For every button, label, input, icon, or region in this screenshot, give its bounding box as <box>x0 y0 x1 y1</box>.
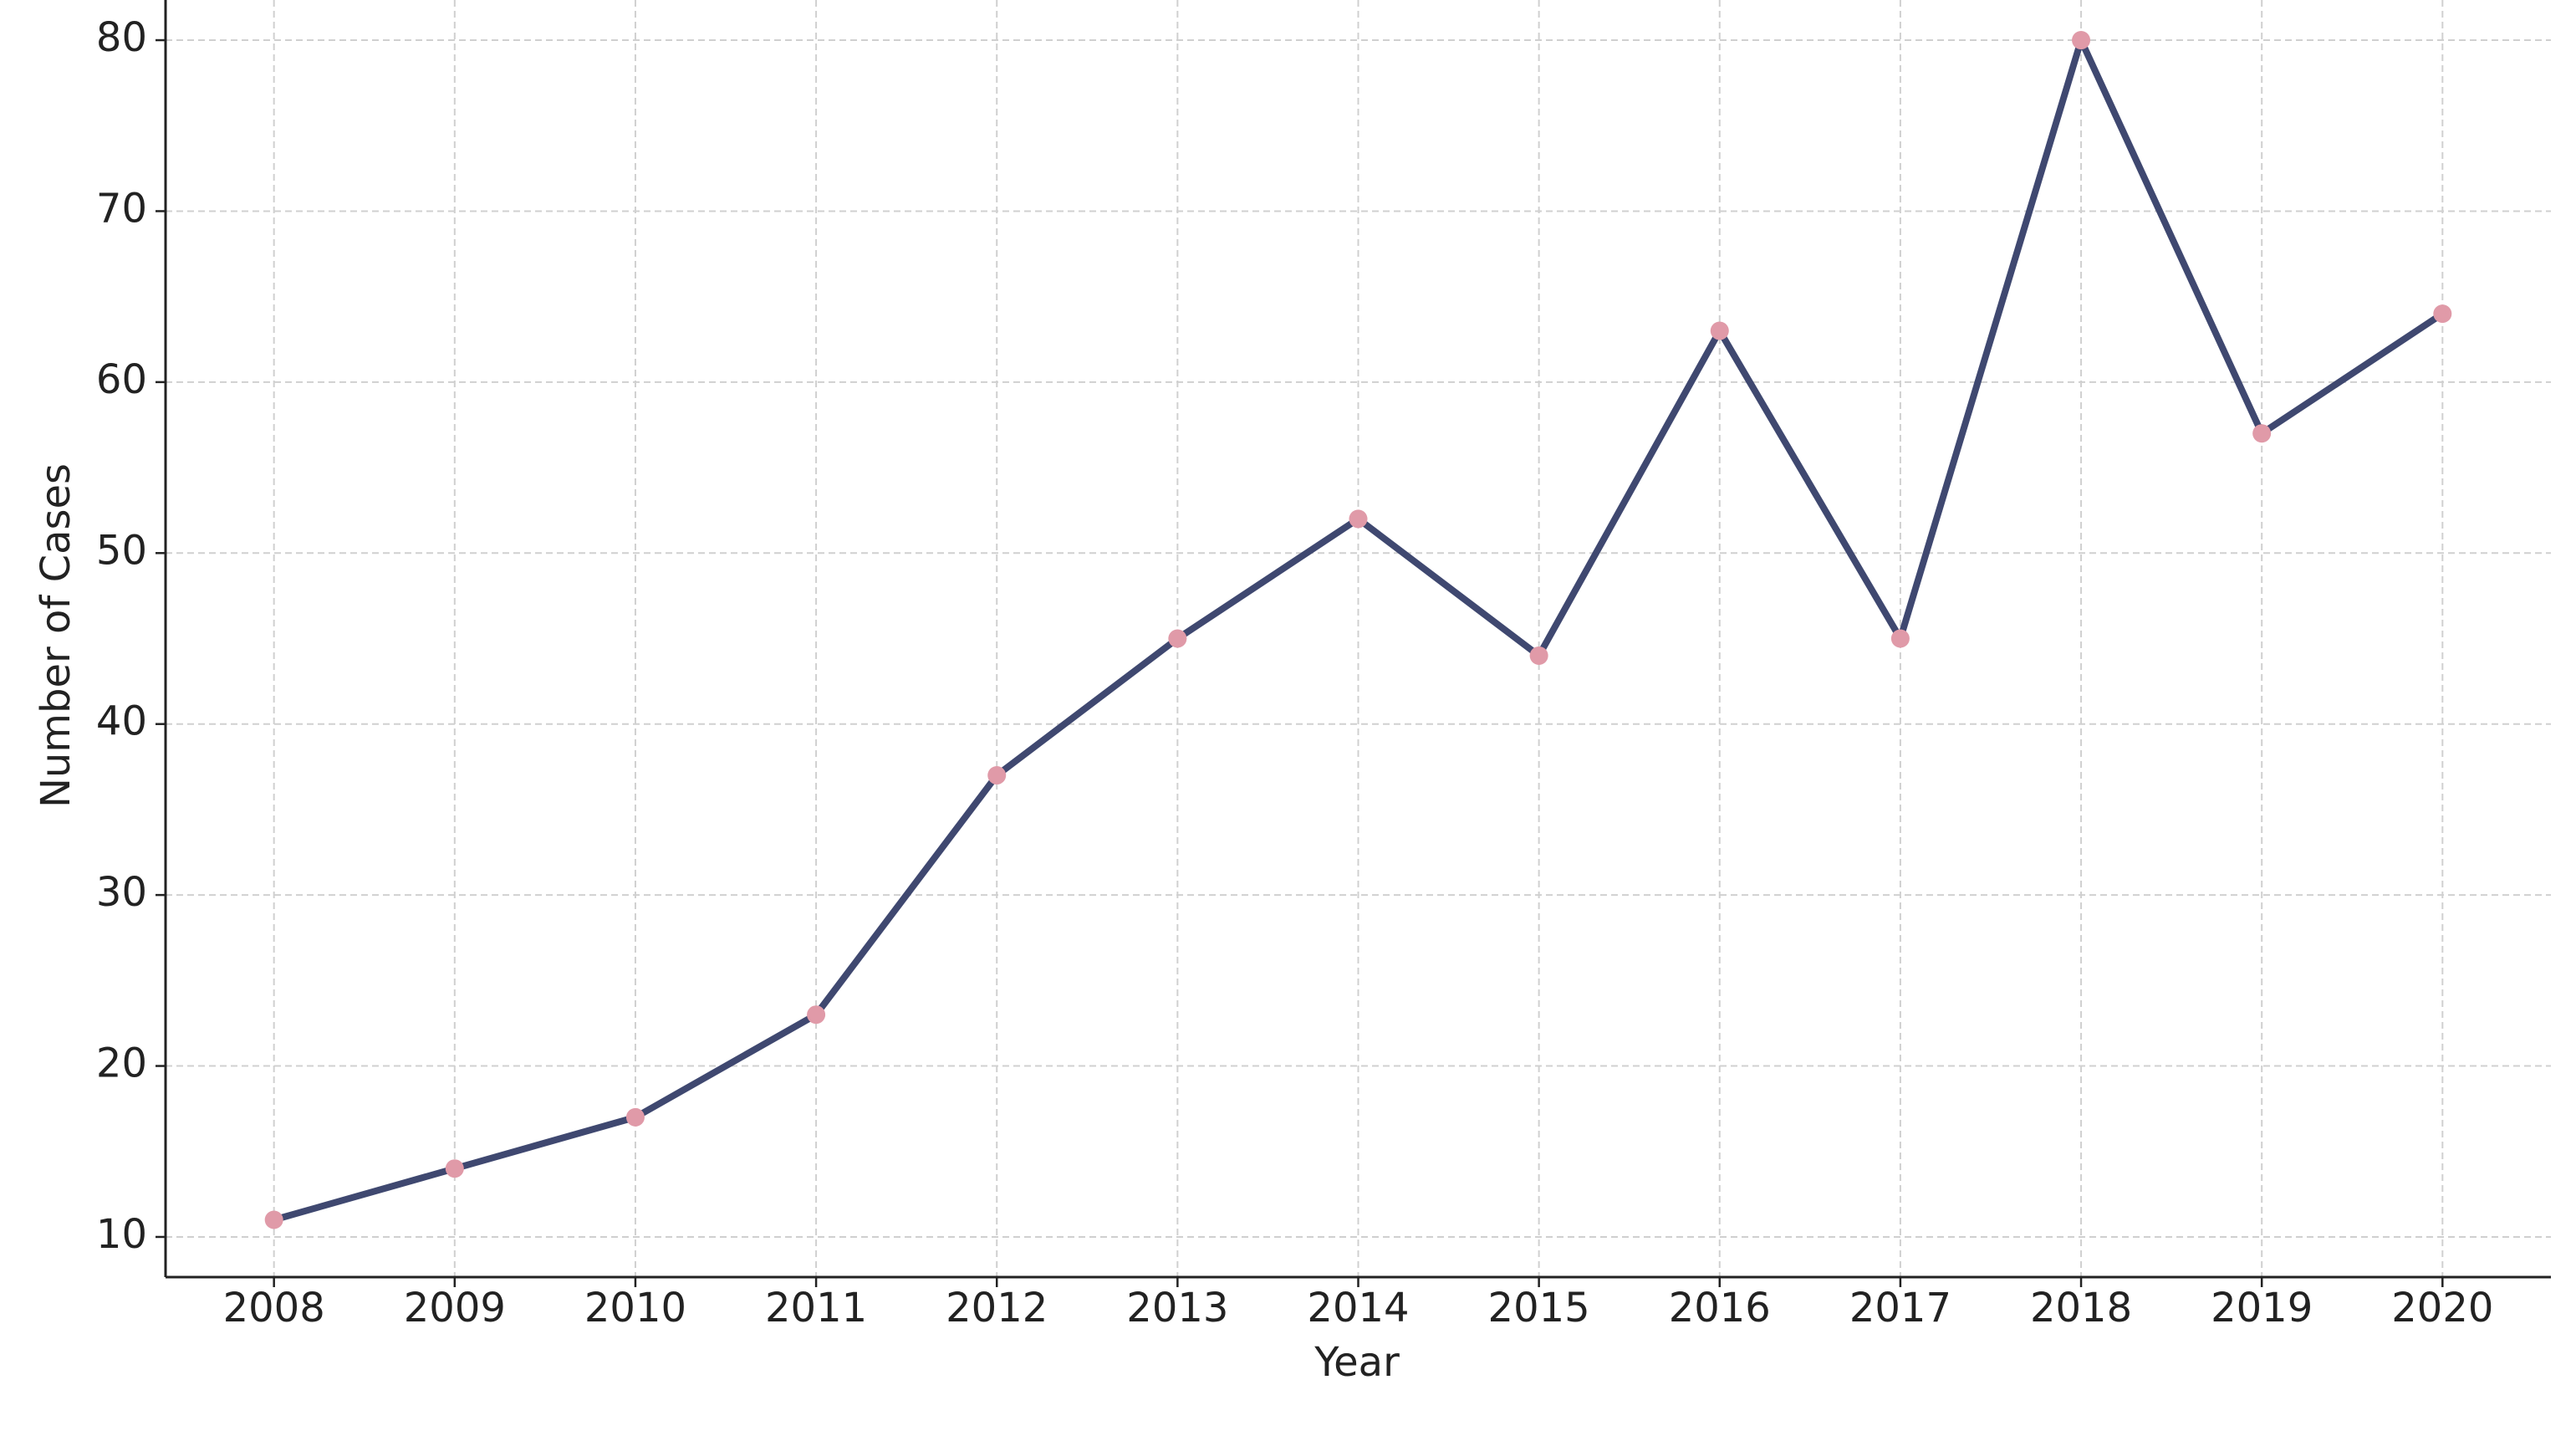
data-point <box>1349 509 1368 529</box>
x-tick-label: 2016 <box>1669 1285 1771 1331</box>
data-point <box>625 1107 645 1127</box>
data-point <box>2072 31 2091 50</box>
y-tick-label: 50 <box>96 527 147 574</box>
x-tick-label: 2018 <box>2030 1285 2132 1331</box>
y-tick-label: 40 <box>96 698 147 745</box>
data-point <box>264 1210 283 1229</box>
x-tick-label: 2014 <box>1307 1285 1409 1331</box>
y-tick-label: 20 <box>96 1040 147 1087</box>
series-line <box>273 37 2445 1224</box>
data-point <box>2433 304 2452 324</box>
y-tick-label: 70 <box>96 185 147 232</box>
data-point <box>807 1005 826 1025</box>
y-tick-label: 30 <box>96 869 147 916</box>
x-tick-label: 2019 <box>2211 1285 2313 1331</box>
x-tick-label: 2015 <box>1488 1285 1590 1331</box>
data-point <box>1890 629 1910 648</box>
data-point <box>445 1159 464 1178</box>
x-tick-label: 2012 <box>946 1285 1048 1331</box>
data-point <box>1710 321 1729 340</box>
data-point <box>987 766 1007 785</box>
y-tick-label: 80 <box>96 14 147 61</box>
x-tick-label: 2008 <box>223 1285 325 1331</box>
y-axis-label: Number of Cases <box>33 463 79 808</box>
y-tick-label: 60 <box>96 356 147 403</box>
x-tick-label: 2009 <box>404 1285 506 1331</box>
x-axis-label: Year <box>1314 1339 1400 1386</box>
x-tick-label: 2010 <box>584 1285 686 1331</box>
x-tick-label: 2020 <box>2391 1285 2493 1331</box>
y-tick-label: 10 <box>96 1211 147 1258</box>
x-tick-label: 2017 <box>1849 1285 1951 1331</box>
x-tick-label: 2013 <box>1126 1285 1228 1331</box>
data-point <box>1168 629 1187 648</box>
data-point <box>1529 646 1548 665</box>
x-tick-label: 2011 <box>765 1285 867 1331</box>
data-point <box>2252 424 2272 443</box>
